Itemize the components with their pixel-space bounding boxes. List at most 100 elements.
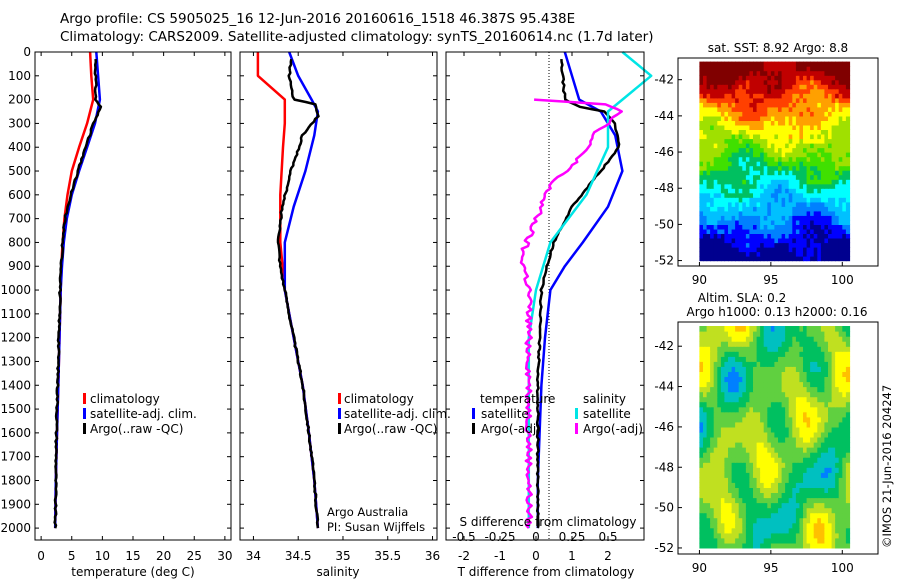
heatmap-cell — [735, 156, 740, 162]
heatmap-cell — [788, 346, 793, 352]
heatmap-cell — [845, 66, 851, 72]
heatmap-cell — [835, 138, 840, 144]
heatmap-cell — [767, 472, 772, 478]
heatmap-cell — [828, 462, 833, 468]
heatmap-cell — [760, 386, 765, 393]
heatmap-cell — [728, 381, 733, 388]
heatmap-cell — [742, 215, 747, 221]
heatmap-cell — [831, 238, 836, 244]
heatmap-cell — [742, 183, 747, 189]
heatmap-cell — [735, 527, 740, 534]
heatmap-cell — [810, 192, 815, 198]
heatmap-cell — [806, 492, 811, 499]
heatmap-cell — [749, 542, 754, 549]
heatmap-cell — [835, 170, 840, 176]
heatmap-cell — [767, 233, 772, 239]
heatmap-cell — [753, 219, 758, 225]
heatmap-cell — [767, 366, 772, 372]
heatmap-cell — [706, 165, 711, 171]
heatmap-cell — [710, 138, 715, 144]
heatmap-cell — [703, 210, 708, 216]
heatmap-cell — [731, 351, 736, 357]
heatmap-cell — [710, 251, 715, 257]
heatmap-cell — [806, 206, 811, 212]
heatmap-cell — [767, 396, 772, 403]
heatmap-cell — [699, 106, 704, 112]
heatmap-cell — [845, 452, 851, 458]
heatmap-cell — [770, 391, 776, 398]
heatmap-cell — [731, 371, 736, 377]
heatmap-cell — [745, 366, 751, 372]
heatmap-cell — [738, 75, 743, 81]
heatmap-cell — [803, 492, 808, 499]
heatmap-cell — [703, 201, 708, 207]
heatmap-cell — [803, 356, 808, 362]
heatmap-cell — [753, 138, 758, 144]
heatmap-cell — [813, 93, 818, 99]
heatmap-cell — [828, 97, 833, 103]
heatmap-cell — [753, 79, 758, 85]
heatmap-cell — [842, 215, 847, 221]
heatmap-cell — [717, 215, 722, 221]
heatmap-cell — [799, 152, 804, 158]
heatmap-cell — [763, 331, 768, 337]
heatmap-cell — [717, 106, 722, 112]
heatmap-cell — [810, 152, 815, 158]
heatmap-cell — [720, 462, 726, 468]
heatmap-cell — [838, 341, 843, 347]
heatmap-cell — [806, 482, 811, 488]
heatmap-cell — [706, 492, 711, 499]
heatmap-cell — [703, 206, 708, 212]
heatmap-cell — [774, 106, 779, 112]
heatmap-cell — [774, 88, 779, 94]
heatmap-cell — [817, 416, 822, 423]
heatmap-cell — [785, 482, 790, 488]
heatmap-cell — [845, 487, 851, 493]
legend-group-salinity: salinity — [583, 392, 626, 406]
heatmap-cell — [799, 161, 804, 167]
heatmap-cell — [813, 224, 818, 230]
heatmap-cell — [713, 457, 718, 463]
heatmap-cell — [831, 411, 836, 418]
heatmap-cell — [738, 170, 743, 176]
heatmap-cell — [713, 542, 718, 549]
heatmap-cell — [817, 381, 822, 388]
heatmap-cell — [738, 238, 743, 244]
heatmap-cell — [706, 426, 711, 433]
heatmap-cell — [795, 174, 801, 180]
heatmap-cell — [810, 376, 815, 383]
heatmap-cell — [735, 426, 740, 433]
heatmap-cell — [831, 336, 836, 342]
heatmap-cell — [785, 75, 790, 81]
heatmap-cell — [735, 371, 740, 377]
heatmap-cell — [838, 421, 843, 428]
heatmap-cell — [803, 201, 808, 207]
heatmap-cell — [838, 179, 843, 185]
heatmap-cell — [735, 75, 740, 81]
heatmap-cell — [820, 426, 826, 433]
heatmap-cell — [749, 452, 754, 458]
heatmap-cell — [760, 336, 765, 342]
heatmap-cell — [738, 426, 743, 433]
heatmap-cell — [753, 206, 758, 212]
heatmap-cell — [803, 351, 808, 357]
heatmap-cell — [795, 542, 801, 549]
heatmap-cell — [810, 502, 815, 509]
heatmap-cell — [824, 482, 829, 488]
heatmap-cell — [799, 93, 804, 99]
heatmap-cell — [731, 507, 736, 514]
heatmap-cell — [699, 497, 704, 504]
heatmap-cell — [745, 106, 751, 112]
heatmap-cell — [817, 406, 822, 413]
heatmap-cell — [824, 161, 829, 167]
heatmap-cell — [824, 467, 829, 473]
heatmap-cell — [785, 215, 790, 221]
heatmap-cell — [699, 224, 704, 230]
heatmap-cell — [724, 174, 729, 180]
heatmap-cell — [795, 120, 801, 126]
heatmap-cell — [753, 492, 758, 499]
heatmap-cell — [835, 492, 840, 499]
sla-map-subtitle: Argo h1000: 0.13 h2000: 0.16 — [687, 305, 868, 319]
heatmap-cell — [738, 457, 743, 463]
heatmap-cell — [710, 361, 715, 367]
